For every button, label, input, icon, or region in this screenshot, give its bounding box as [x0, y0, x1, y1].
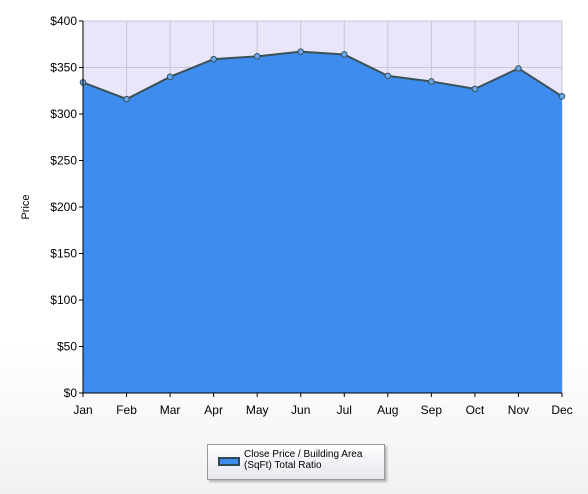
data-point-nov	[515, 65, 522, 72]
data-point-sep	[428, 78, 435, 85]
data-point-mar	[166, 73, 174, 81]
y-tick-label-1: $50	[57, 340, 77, 354]
data-point-may	[253, 53, 261, 60]
x-tick-label-apr: Apr	[204, 403, 223, 417]
data-point-jul	[340, 51, 348, 58]
y-tick-label-6: $300	[50, 107, 77, 121]
x-tick-label-jul: Jul	[337, 403, 352, 417]
x-tick-label-sep: Sep	[421, 403, 443, 417]
data-point-apr	[210, 55, 217, 63]
data-point-aug	[384, 72, 392, 80]
x-tick-label-jun: Jun	[291, 403, 310, 417]
series-line	[82, 50, 563, 101]
axes	[79, 20, 563, 397]
legend: Close Price / Building Area (SqFt) Total…	[207, 444, 385, 480]
y-tick-label-4: $200	[50, 200, 77, 214]
x-tick-label-aug: Aug	[377, 403, 398, 417]
x-tick-label-oct: Oct	[466, 403, 485, 417]
series-area	[83, 51, 562, 393]
x-tick-label-dec: Dec	[551, 403, 572, 417]
x-tick-label-jan: Jan	[73, 403, 92, 417]
y-tick-labels: $0 $50 $100 $150 $200 $250 $300 $350 $400	[50, 14, 77, 400]
y-tick-label-0: $0	[64, 386, 78, 400]
data-point-dec	[558, 93, 566, 100]
legend-label: Close Price / Building Area (SqFt) Total…	[244, 449, 363, 471]
x-tick-labels: Jan Feb Mar Apr May Jun Jul Aug Sep Oct Nov Dec	[73, 403, 572, 417]
data-point-feb	[123, 95, 130, 103]
x-tick-label-may: May	[246, 403, 269, 417]
y-tick-label-2: $100	[50, 293, 77, 307]
y-tick-label-5: $250	[50, 154, 77, 168]
data-points	[79, 48, 566, 103]
data-point-oct	[471, 85, 479, 93]
y-tick-label-3: $150	[50, 247, 77, 261]
y-tick-label-7: $350	[50, 61, 77, 75]
data-point-jun	[297, 48, 305, 55]
legend-swatch	[218, 457, 240, 466]
x-tick-label-nov: Nov	[508, 403, 529, 417]
y-tick-label-8: $400	[50, 14, 77, 28]
x-tick-label-feb: Feb	[116, 403, 137, 417]
y-axis-title: Price	[20, 194, 32, 219]
x-tick-label-mar: Mar	[160, 403, 181, 417]
